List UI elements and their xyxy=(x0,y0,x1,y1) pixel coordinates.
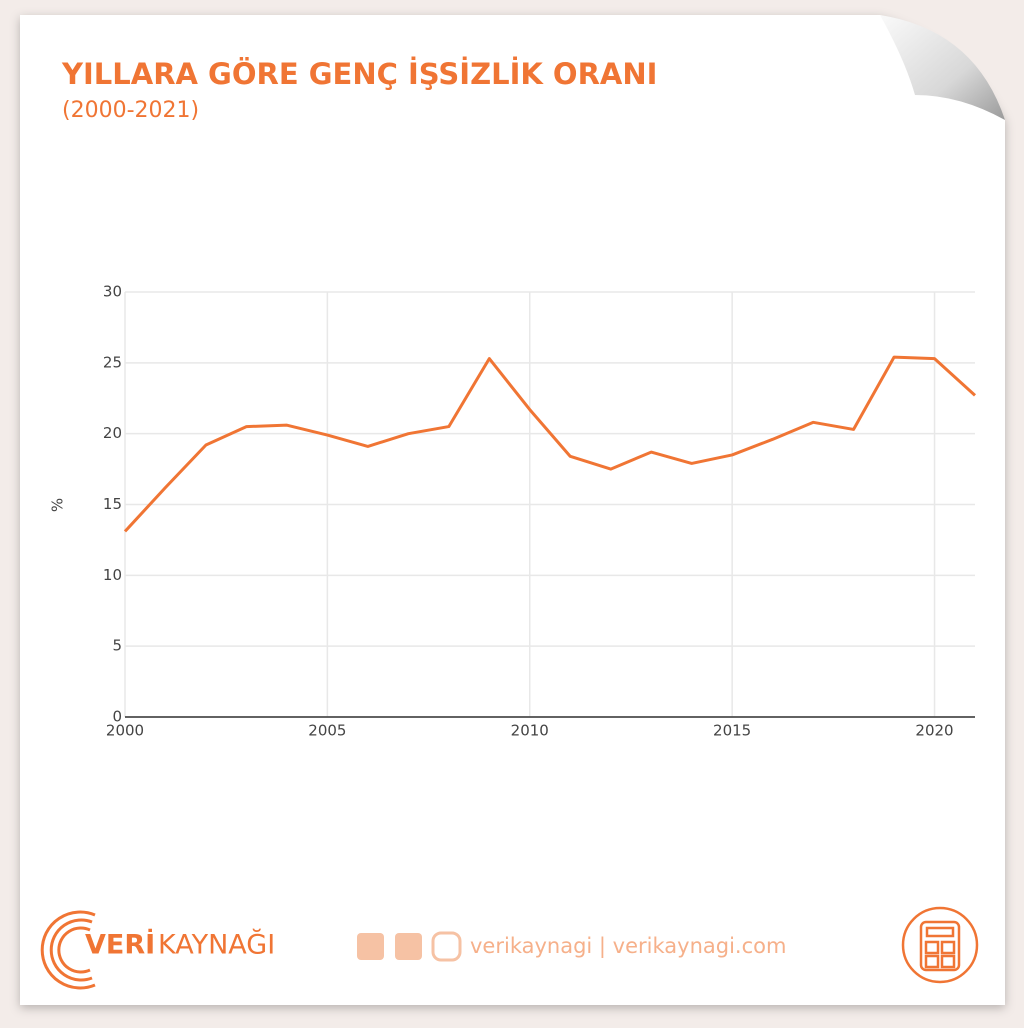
y-tick-label: 0 xyxy=(112,708,122,726)
x-tick-label: 2020 xyxy=(915,722,953,740)
page-curl xyxy=(880,15,1005,120)
y-tick-label: 20 xyxy=(103,424,122,442)
x-tick-label: 2015 xyxy=(713,722,751,740)
x-tick-label: 2010 xyxy=(511,722,549,740)
brand-name: KAYNAĞI xyxy=(158,929,275,961)
x-tick-label: 2000 xyxy=(106,722,144,740)
chart-title: YILLARA GÖRE GENÇ İŞSİZLİK ORANI xyxy=(61,57,657,91)
calculator-icon xyxy=(901,906,979,984)
y-tick-label: 5 xyxy=(112,637,122,655)
social-text: verikaynagi | verikaynagi.com xyxy=(470,934,786,959)
y-axis-label: % xyxy=(49,498,67,512)
brand-logo xyxy=(40,910,96,990)
paper xyxy=(20,15,1005,1005)
y-tick-label: 10 xyxy=(103,566,122,584)
y-tick-label: 25 xyxy=(103,353,122,371)
chart-subtitle: (2000-2021) xyxy=(62,98,199,123)
data-line xyxy=(123,355,977,533)
x-tick-label: 2005 xyxy=(308,722,346,740)
y-tick-label: 15 xyxy=(103,495,122,513)
social-icons xyxy=(357,931,462,962)
y-tick-label: 30 xyxy=(103,283,122,301)
brand-name: VERİ xyxy=(85,929,155,961)
